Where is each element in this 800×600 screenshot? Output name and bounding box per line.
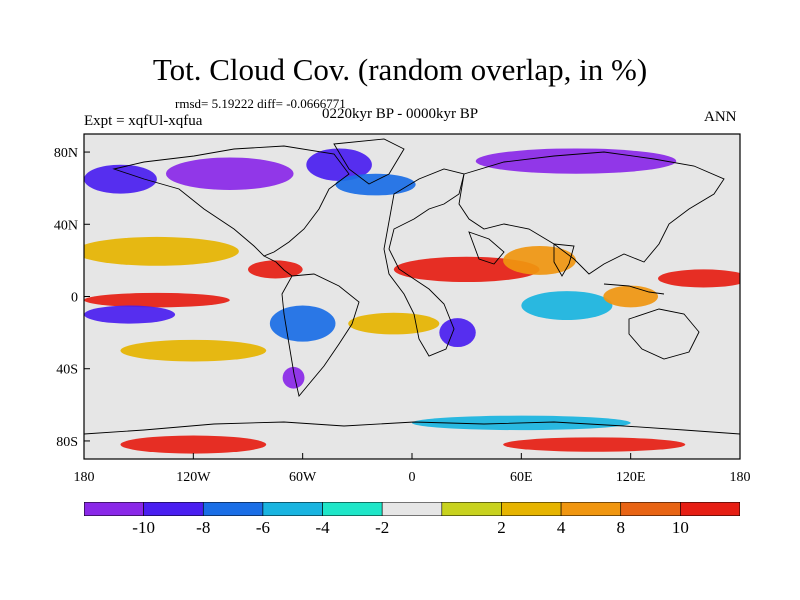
x-tick-label: 120E — [616, 470, 646, 485]
colorbar-swatch — [262, 502, 323, 516]
colorbar-swatch — [143, 502, 204, 516]
colorbar-label: -10 — [132, 518, 155, 537]
colorbar-label: -8 — [196, 518, 211, 537]
field-antarctic-margin-positive-east — [503, 437, 686, 452]
field-north-atlantic-blue — [335, 173, 416, 196]
colorbar-label: 4 — [556, 518, 566, 537]
x-tick-label: 180 — [730, 470, 751, 485]
x-tick-label: 60W — [289, 470, 317, 485]
colorbar-swatch — [680, 502, 740, 516]
field-southern-africa-negative — [439, 318, 476, 348]
field-equatorial-pacific-south-negative — [84, 305, 176, 324]
colorbar-swatch — [560, 502, 622, 516]
y-tick-label: 40S — [56, 363, 78, 378]
y-tick-label: 40N — [54, 218, 78, 233]
period-label: 0220kyr BP - 0000kyr BP — [322, 106, 479, 122]
colorbar-swatches — [84, 502, 740, 516]
experiment-label: Expt = xqfUl-xqfua — [84, 113, 203, 129]
colorbar-swatch — [202, 502, 264, 516]
x-tick-label: 180 — [74, 470, 95, 485]
field-antarctic-margin-positive — [120, 435, 267, 454]
field-south-america-negative — [269, 305, 336, 342]
colorbar-swatch — [441, 502, 502, 516]
field-south-pacific-positive — [120, 339, 267, 362]
field-equatorial-pacific-positive — [84, 292, 230, 308]
season-label: ANN — [704, 109, 737, 125]
y-tick-label: 0 — [71, 291, 78, 306]
field-south-atlantic-positive — [348, 312, 440, 335]
y-tick-label: 80S — [56, 435, 78, 450]
x-tick-label: 60E — [510, 470, 533, 485]
colorbar-swatch — [84, 502, 144, 516]
colorbar-label: 8 — [616, 518, 625, 537]
colorbar — [84, 502, 740, 516]
field-siberia-negative — [475, 148, 677, 174]
figure-title: Tot. Cloud Cov. (random overlap, in %) — [152, 52, 648, 87]
colorbar-swatch — [381, 502, 443, 516]
x-tick-label: 0 — [409, 470, 416, 485]
stats-label: rmsd= 5.19222 diff= -0.0666771 — [175, 96, 346, 111]
colorbar-label: -4 — [315, 518, 330, 537]
field-indian-ocean-negative — [521, 291, 613, 320]
colorbar-label: 2 — [497, 518, 506, 537]
x-tick-label: 120W — [176, 470, 211, 485]
y-tick-label: 80N — [54, 146, 78, 161]
colorbar-swatch — [620, 502, 681, 516]
field-arctic-canada-negative — [166, 157, 294, 190]
colorbar-label: -2 — [375, 518, 390, 537]
colorbar-label: 10 — [671, 518, 689, 537]
field-indonesia-positive — [603, 285, 659, 308]
colorbar-swatch — [322, 502, 383, 516]
colorbar-label: -6 — [255, 518, 270, 537]
colorbar-swatch — [501, 502, 562, 516]
cloud-cover-map — [84, 134, 740, 459]
